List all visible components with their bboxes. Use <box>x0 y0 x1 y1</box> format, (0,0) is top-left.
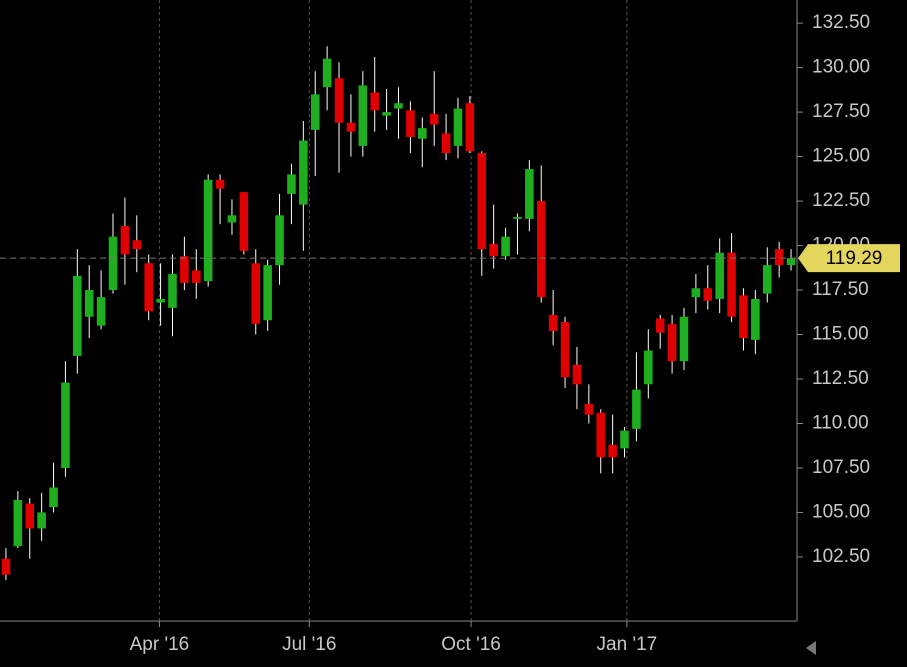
candle-body <box>37 512 46 529</box>
candle-body <box>513 217 522 219</box>
candle-body <box>156 298 165 303</box>
candle-body <box>453 108 463 146</box>
candle-body <box>1 558 11 575</box>
candle-body <box>358 85 368 146</box>
y-tick-label: 125.00 <box>812 146 870 167</box>
y-tick-label: 127.50 <box>812 101 870 122</box>
x-tick-label: Oct '16 <box>441 634 501 655</box>
candle-body <box>132 240 142 250</box>
candle-body <box>287 174 296 194</box>
candle-body <box>227 215 237 223</box>
y-tick-label: 122.50 <box>812 190 870 211</box>
candle-body <box>299 140 308 205</box>
y-tick-label: 117.50 <box>812 279 869 300</box>
candle-body <box>441 133 451 154</box>
candle-body <box>429 113 439 125</box>
candle-body <box>49 487 58 508</box>
candle-body <box>679 316 689 362</box>
y-tick-label: 132.50 <box>812 12 870 33</box>
candle-body <box>608 444 617 458</box>
candle-body <box>715 252 724 299</box>
candle-body <box>239 192 249 251</box>
candle-body <box>774 249 784 266</box>
candle-body <box>382 112 391 116</box>
y-tick-label: 105.00 <box>812 501 870 522</box>
candle-body <box>548 314 558 331</box>
candle-body <box>739 295 748 339</box>
candle-body <box>13 500 23 547</box>
candle-body <box>346 122 356 132</box>
last-price-label: 119.29 <box>826 248 883 269</box>
candle-body <box>275 215 284 266</box>
candle-body <box>644 350 653 385</box>
candle-body <box>168 274 177 308</box>
candle-body <box>180 256 189 283</box>
candle-body <box>762 265 772 294</box>
candle-body <box>394 103 403 109</box>
candle-body <box>632 389 641 429</box>
candle-body <box>751 298 760 340</box>
candle-body <box>263 265 272 321</box>
y-tick-label: 115.00 <box>812 324 869 345</box>
candle-body <box>334 78 344 123</box>
y-tick-label: 102.50 <box>812 546 870 567</box>
candle-body <box>596 412 606 458</box>
scroll-arrow[interactable] <box>806 641 816 655</box>
candle-body <box>620 430 629 449</box>
candle-body <box>370 92 379 111</box>
candle-body <box>584 403 594 415</box>
candle-body <box>667 323 677 362</box>
y-tick-label: 112.50 <box>812 368 869 389</box>
candle-body <box>477 153 487 250</box>
candle-body <box>73 275 82 356</box>
y-tick-label: 107.50 <box>812 457 870 478</box>
candle-body <box>406 110 415 138</box>
candle-body <box>418 128 427 139</box>
candle-body <box>655 318 665 333</box>
candle-body <box>310 94 320 130</box>
candle-body <box>560 322 570 378</box>
candle-body <box>465 103 475 152</box>
candle-body <box>525 169 534 219</box>
candle-body <box>61 382 70 468</box>
candle-body <box>120 225 130 255</box>
last-price-tag <box>798 244 900 273</box>
candle-body <box>322 58 332 88</box>
x-tick-label: Jul '16 <box>282 634 336 655</box>
candle-body <box>25 503 35 529</box>
candle-body <box>786 258 796 266</box>
candle-body <box>191 270 201 283</box>
y-tick-label: 110.00 <box>812 413 869 434</box>
candle-body <box>489 243 498 257</box>
candle-body <box>84 290 94 317</box>
candle-body <box>536 201 546 298</box>
candle-body <box>251 263 261 324</box>
candle-body <box>727 252 736 317</box>
candle-body <box>203 179 213 282</box>
candle-body <box>572 364 582 385</box>
candle-body <box>215 179 225 189</box>
y-tick-label: 130.00 <box>812 57 870 78</box>
candle-body <box>96 297 106 326</box>
candle-body <box>691 288 701 298</box>
x-tick-label: Jan '17 <box>597 634 658 655</box>
candle-body <box>501 236 510 257</box>
x-tick-label: Apr '16 <box>130 634 190 655</box>
candle-body <box>108 236 118 291</box>
candle-body <box>144 263 153 312</box>
candle-body <box>703 288 713 301</box>
